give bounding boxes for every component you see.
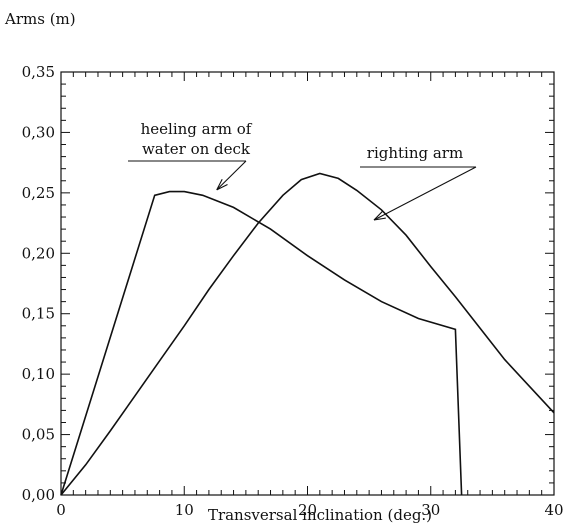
- righting-arrow-head: [373, 211, 386, 221]
- x-tick-label: 30: [421, 501, 440, 519]
- x-tick-label: 10: [175, 501, 194, 519]
- plot-frame: [60, 71, 555, 496]
- y-tick-label: 0,05: [22, 426, 55, 444]
- x-tick-label: 20: [298, 501, 317, 519]
- y-axis-title: Arms (m): [4, 10, 76, 28]
- y-tick-label: 0,35: [22, 63, 55, 81]
- y-tick-label: 0,20: [22, 244, 55, 262]
- heeling-label-line1: heeling arm of: [141, 120, 253, 138]
- y-tick-label: 0,15: [22, 305, 55, 323]
- y-tick-label: 0,25: [22, 184, 55, 202]
- righting-label: righting arm: [367, 144, 463, 162]
- heeling-arrow-head: [216, 178, 228, 191]
- ticks: [60, 71, 555, 496]
- curves: [60, 172, 555, 496]
- tick-labels: 0 10 20 30 40 0,00 0,05 0,10 0,15 0,20 0,25 0,30 0,3…: [22, 63, 564, 519]
- x-tick-label: 40: [544, 501, 563, 519]
- righting-arm-curve: [60, 172, 555, 496]
- y-tick-label: 0,30: [22, 123, 55, 141]
- annotations: heeling arm of water on deck righting arm: [128, 120, 477, 221]
- heeling-arm-curve: [60, 190, 463, 496]
- y-tick-label: 0,10: [22, 365, 55, 383]
- heeling-arrow: [216, 160, 247, 191]
- x-axis-title: Transversal inclination (deg.): [208, 506, 432, 524]
- y-tick-label: 0,00: [22, 486, 55, 504]
- righting-arrow: [373, 166, 477, 221]
- x-tick-label: 0: [56, 501, 66, 519]
- heeling-label-line2: water on deck: [142, 140, 251, 158]
